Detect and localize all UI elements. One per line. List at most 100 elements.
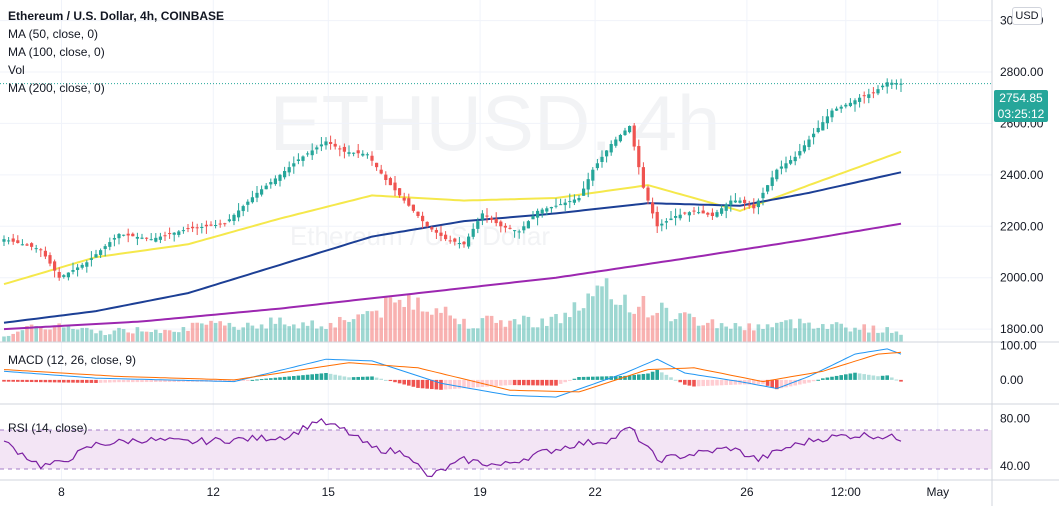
volume-bar [623, 294, 627, 342]
volume-bar [273, 323, 278, 342]
candle-body [200, 226, 204, 229]
candle-body [664, 221, 668, 223]
macd-histogram-bar [577, 377, 581, 380]
volume-bar [641, 295, 646, 342]
grid [0, 0, 992, 480]
candle-body [324, 141, 328, 146]
candle-body [559, 204, 563, 206]
macd-histogram-bar [531, 379, 535, 386]
macd-histogram-bar [462, 379, 466, 389]
macd-histogram-bar [600, 376, 604, 380]
macd-histogram-bar [784, 379, 788, 388]
macd-histogram-bar [650, 371, 655, 380]
macd-histogram-bar [94, 379, 98, 383]
macd-histogram-bar [181, 379, 186, 382]
candle-body [204, 224, 208, 227]
legend-vol[interactable]: Vol [8, 63, 25, 77]
volume-bar [457, 324, 462, 342]
volume-bar [867, 332, 871, 342]
legend-ma100[interactable]: MA (100, close, 0) [8, 45, 105, 59]
macd-histogram-bar [752, 379, 756, 385]
candle-body [862, 95, 866, 97]
volume-bar [508, 320, 512, 342]
currency-button[interactable]: USD [1012, 7, 1042, 25]
candle-body [53, 261, 57, 271]
volume-bar [554, 314, 558, 342]
volume-bar [650, 315, 655, 342]
candle-body [301, 156, 305, 161]
macd-histogram-bar [701, 379, 705, 387]
candle-body [632, 125, 636, 147]
volume-bar [402, 306, 406, 342]
volume-bar [719, 323, 724, 342]
legend-ma50[interactable]: MA (50, close, 0) [8, 27, 99, 41]
macd-histogram-bar [85, 379, 89, 383]
macd-histogram-bar [397, 379, 402, 384]
macd-histogram-bar [269, 378, 273, 380]
volume-bar [899, 334, 903, 342]
candle-body [112, 238, 116, 240]
macd-histogram-bar [52, 379, 57, 383]
macd-histogram-bar [172, 379, 176, 382]
candle-body [439, 232, 443, 236]
volume-bar [816, 327, 820, 342]
macd-histogram-bar [724, 379, 728, 386]
time-tick-label: 19 [473, 485, 487, 499]
candle-body [122, 234, 126, 236]
candle-body [66, 272, 70, 278]
volume-bar [89, 329, 94, 342]
candle-body [375, 162, 379, 168]
candle-body [812, 133, 816, 138]
volume-bar [140, 331, 144, 342]
legend-ma200[interactable]: MA (200, close, 0) [8, 81, 105, 95]
candle-body [623, 130, 627, 136]
candle-body [48, 255, 52, 264]
candle-body [398, 188, 402, 196]
volume-bar [269, 317, 273, 342]
macd-histogram-bar [407, 379, 411, 386]
macd-histogram-bar [342, 376, 347, 380]
volume-bar [894, 331, 899, 342]
volume-bar [876, 332, 880, 342]
macd-histogram-bar [112, 379, 117, 383]
legend: Ethereum / U.S. Dollar, 4h, COINBASE MA … [8, 7, 224, 97]
candle-body [209, 224, 213, 226]
candle-body [342, 146, 346, 152]
volume-bar [811, 328, 816, 342]
macd-histogram-bar [710, 379, 715, 386]
candle-body [306, 153, 310, 155]
symbol-title[interactable]: Ethereum / U.S. Dollar, 4h, COINBASE [8, 9, 225, 23]
candle-body [683, 212, 687, 214]
volume-bar [361, 314, 365, 342]
volume-bar [167, 330, 172, 342]
candle-body [715, 212, 719, 217]
volume-bar [52, 325, 57, 342]
candle-body [733, 200, 737, 203]
volume-bar [890, 332, 894, 342]
volume-bar [204, 324, 209, 342]
macd-histogram-bar [292, 376, 296, 380]
candle-body [830, 110, 834, 118]
volume-bar [531, 327, 535, 342]
candle-body [94, 254, 98, 258]
candle-body [471, 228, 475, 237]
macd-label[interactable]: MACD (12, 26, close, 9) [8, 353, 137, 367]
candle-body [881, 85, 885, 88]
candle-body [499, 221, 503, 227]
candle-body [273, 178, 277, 185]
candle-body [232, 214, 236, 222]
volume-bar [839, 323, 843, 342]
macd-histogram-bar [535, 379, 540, 386]
macd-histogram-bar [48, 379, 52, 383]
candle-body [99, 250, 103, 255]
ma-line-1 [3, 150, 902, 286]
rsi-label[interactable]: RSI (14, close) [8, 421, 88, 435]
volume-bar [471, 328, 475, 342]
macd-histogram-bar [6, 379, 11, 382]
candle-body [545, 208, 549, 212]
volume-bar [121, 329, 126, 342]
candle-body [255, 192, 259, 198]
macd-histogram-bar [324, 373, 328, 380]
